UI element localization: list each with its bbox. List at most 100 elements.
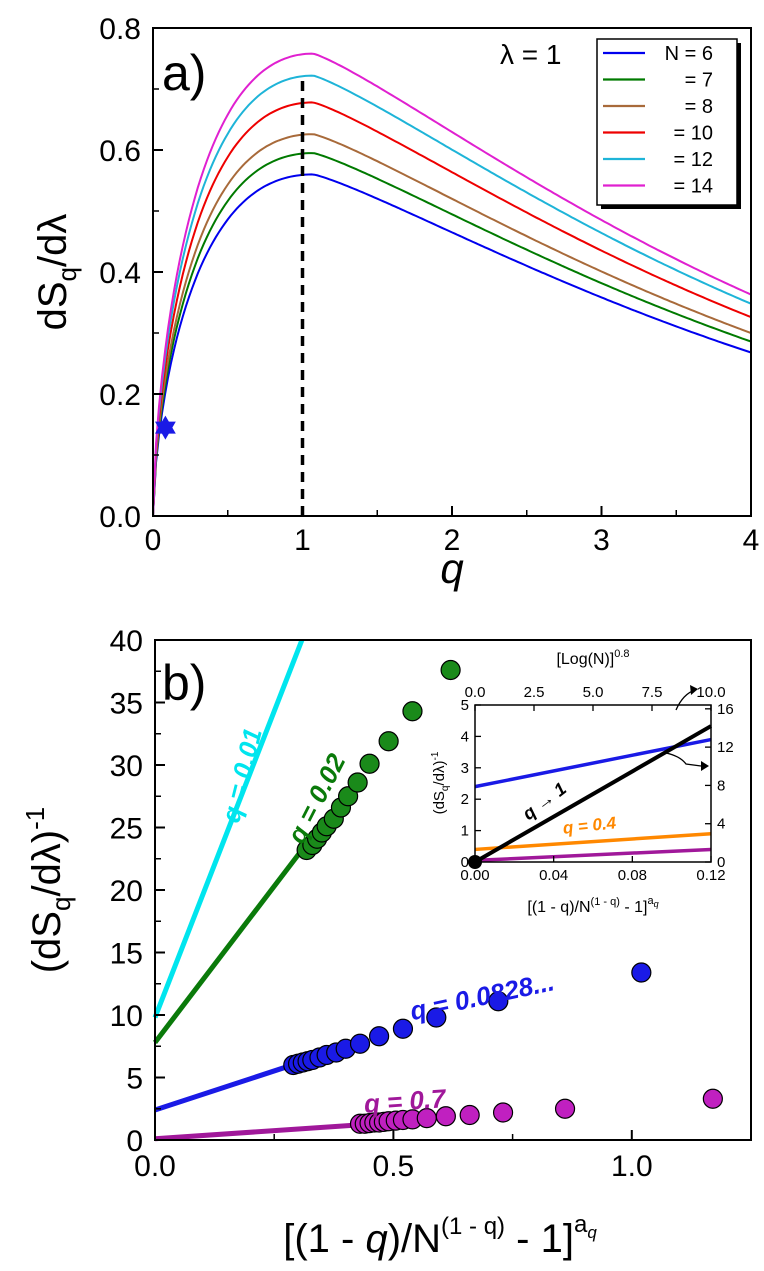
panel-b-xtick-label: 0.5: [373, 1150, 415, 1183]
inset-arrow-right: [665, 752, 702, 767]
inset-ytick-right-label: 16: [717, 701, 734, 718]
panel-b-point: [702, 1088, 723, 1109]
panel-b-line-label: q = 0.01: [215, 725, 267, 826]
inset-lines: [468, 724, 712, 869]
panel-b-point: [631, 962, 652, 983]
inset-line: [474, 831, 712, 852]
inset-ylabel-sup: -1: [430, 751, 441, 760]
panel-b-xlabel-pre: [(1 -: [283, 1217, 365, 1261]
panel-a-curve: [152, 133, 752, 517]
panel-b-point: [349, 1033, 371, 1054]
panel-a-ytick-label: 0.2: [99, 379, 141, 412]
panel-a-curve: [152, 101, 752, 517]
panel-b-ytick-label: 40: [110, 625, 143, 658]
panel-a-xtick-label: 4: [743, 524, 760, 557]
panel-b-point: [459, 1104, 480, 1126]
panel-a-ylabel-tail: /dλ: [31, 214, 75, 267]
panel-a-star-triangle-down: [155, 421, 176, 440]
panel-b-ytick-label: 10: [110, 1000, 143, 1033]
panel-b-points: [283, 659, 723, 1134]
panel-b-ytick-label: 5: [126, 1063, 143, 1096]
panel-a-ylabel-sub: q: [52, 267, 82, 281]
panel-a-ytick-label: 0.8: [99, 13, 141, 46]
panel-b-ytick-label: 25: [110, 813, 143, 846]
inset-xtick-label: 0.12: [696, 867, 725, 884]
inset-arrow-right-head: [701, 761, 709, 771]
panel-b-ytick-label: 30: [110, 750, 143, 783]
panel-b-fit-lines: [152, 639, 365, 1142]
panel-a-legend-box: [596, 38, 738, 206]
panel-b-point: [378, 731, 399, 752]
panel-a-ticks: 0 1 2 3 4 0.0 0.2 0.4 0.6 0.8: [99, 13, 759, 557]
panel-a-legend-label: = 10: [674, 123, 713, 145]
panel-b-inset: 0.00 0.04 0.08 0.120.0 2.5 5.0 7.5 10.001234504…: [430, 648, 734, 916]
panel-b-point: [426, 1007, 447, 1028]
inset-line: [474, 724, 712, 864]
panel-b-xlabel-exp-sub: q: [587, 1223, 597, 1242]
panel-b-xlabel-q: q: [365, 1217, 387, 1261]
inset-ytick-left-label: 4: [461, 728, 469, 745]
inset-background: [475, 705, 711, 862]
panel-a-curve: [152, 173, 752, 517]
panel-a-xlabel: q: [440, 545, 464, 592]
inset-xtick-top-label: 2.5: [524, 684, 545, 701]
inset-xlabel-sup: (1 - q): [591, 896, 620, 908]
inset-xtick-label: 0.00: [460, 867, 489, 884]
panel-a-ylabel: dSq/dλ: [31, 214, 82, 331]
panel-b-xlabel-sup: (1 - q): [441, 1213, 505, 1240]
inset-ytick-left-label: 3: [461, 760, 469, 777]
inset-xlabel-pre: [(1 - q)/N: [527, 899, 590, 916]
inset-ylabel-main: (dS: [431, 791, 448, 814]
panel-b-fit-line: [153, 847, 305, 1045]
panel-b-fit-line: [154, 1059, 304, 1113]
panel-b-point: [368, 1026, 390, 1047]
inset-xlabel-exp: a: [647, 895, 654, 907]
panel-b-ytick-label: 15: [110, 938, 143, 971]
inset-top-label-sup: 0.8: [614, 648, 629, 660]
inset-ylabel-tail: /dλ): [431, 760, 448, 785]
panel-a-curve: [152, 152, 752, 517]
panel-b-ylabel-sup: -1: [20, 807, 50, 830]
inset-xtick-top-label: 10.0: [696, 684, 725, 701]
panel-a-ytick-label: 0.4: [99, 257, 141, 290]
panel-b-ytick-label: 35: [110, 688, 143, 721]
panel-b-point: [554, 1098, 576, 1119]
panel-b-point: [347, 772, 368, 793]
panel-b-fit-line: [154, 1121, 365, 1142]
inset-ytick-left-label: 5: [461, 697, 469, 714]
inset-ytick-left-label: 2: [461, 791, 469, 808]
panel-b-point: [488, 991, 509, 1012]
inset-ticks: 0.00 0.04 0.08 0.120.0 2.5 5.0 7.5 10.001234504…: [460, 684, 733, 884]
panel-b-xlabel-mid: )/N: [388, 1217, 441, 1261]
inset-line: [474, 847, 712, 863]
inset-ylabel-sub: q: [440, 786, 451, 792]
inset-ylabel: (dSq/dλ)-1: [430, 751, 451, 814]
panel-b-label: b): [162, 655, 206, 711]
panel-b-fit-line: [152, 639, 305, 1019]
panel-b-point: [492, 1102, 514, 1123]
panel-a-xtick-label: 2: [444, 524, 461, 557]
inset-arrows: [665, 685, 709, 771]
inset-xlabel: [(1 - q)/N(1 - q) - 1]aq: [527, 895, 658, 916]
inset-xtick-label: 0.08: [618, 867, 647, 884]
panel-b-xtick-label: 0.0: [134, 1150, 176, 1183]
inset-ytick-right-label: 4: [717, 816, 725, 833]
panel-b-point: [359, 753, 380, 774]
panel-b-line-label: q = 0.0828...: [407, 966, 557, 1026]
panel-a-legend: N = 6 = 7 = 8 = 10 = 12 = 14: [596, 38, 741, 209]
panel-a-star-marker: [155, 415, 176, 440]
inset-xtick-top-label: 7.5: [642, 684, 663, 701]
panel-a-xtick-label: 1: [294, 524, 311, 557]
panel-b-ylabel-tail: /dλ): [25, 830, 69, 897]
inset-xtick-top-label: 5.0: [583, 684, 604, 701]
panel-a-ylabel-main: dS: [31, 281, 75, 330]
inset-ytick-left-label: 1: [461, 823, 469, 840]
panel-b-ylabel: (dSq/dλ)-1: [20, 807, 76, 974]
panel-b-ytick-label: 20: [110, 875, 143, 908]
panel-b-point: [402, 701, 423, 722]
panel-a-curves: [152, 52, 752, 517]
inset-xlabel-exp-sub: q: [654, 899, 659, 909]
panel-b-xtick-label: 1.0: [611, 1150, 653, 1183]
